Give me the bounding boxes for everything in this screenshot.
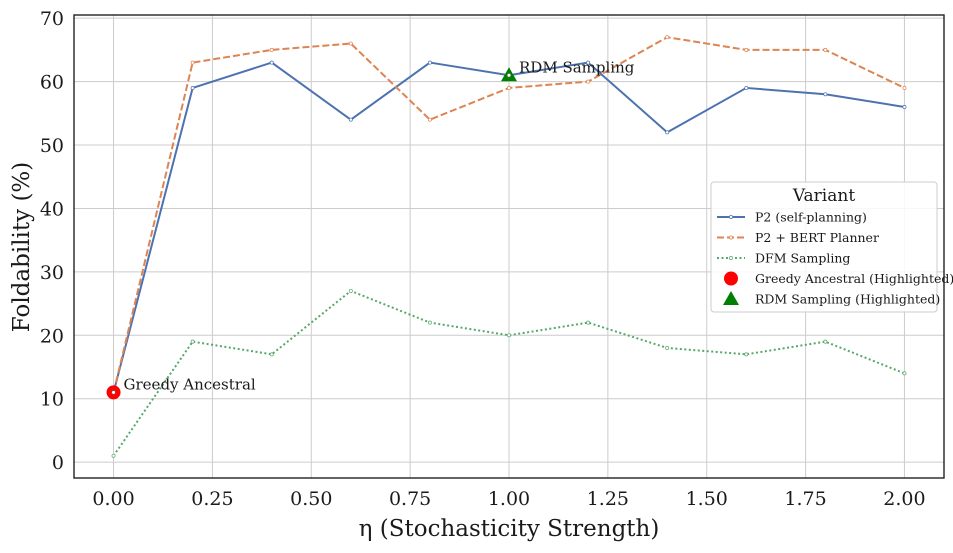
series-point (823, 47, 828, 52)
series-point (269, 47, 274, 52)
series-point (902, 85, 907, 90)
y-tick-label: 60 (40, 72, 64, 94)
series-point (744, 352, 749, 357)
series-point (665, 35, 670, 40)
y-tick-label: 20 (40, 325, 64, 347)
x-tick-label: 0.25 (191, 488, 233, 510)
series-point (427, 117, 432, 122)
plot-frame (73, 14, 945, 479)
x-tick-label: 0.50 (290, 488, 332, 510)
y-axis-label: Foldability (%) (9, 162, 35, 332)
legend-swatch-point (729, 256, 733, 260)
series-point (190, 60, 195, 65)
legend-title: Variant (792, 186, 855, 206)
series-point (665, 130, 670, 135)
series-point (902, 105, 907, 109)
series-point (902, 371, 907, 376)
series-point (427, 320, 432, 325)
y-tick-label: 0 (52, 452, 64, 474)
x-tick-label: 1.50 (686, 488, 728, 510)
series-point (111, 453, 116, 458)
highlight-center-dot (111, 390, 116, 395)
x-tick-label: 1.25 (587, 488, 629, 510)
x-tick-label: 0.00 (92, 488, 134, 510)
legend-greedy-marker (724, 271, 738, 286)
legend-label-highlight-2: RDM Sampling (Highlighted) (755, 292, 940, 307)
y-tick-label: 70 (40, 8, 64, 30)
series-point (744, 85, 749, 90)
annotation-1: Greedy Ancestral (124, 375, 256, 393)
y-tick-label: 30 (40, 262, 64, 284)
legend-label-highlight-1: Greedy Ancestral (Highlighted) (755, 271, 953, 286)
legend-rdm-marker (723, 291, 739, 305)
ticks: 0.00 0.25 0.50 0.75 1.00 1.25 1.50 1.75 2.00 0 10 2… (40, 8, 926, 510)
series-point (190, 85, 195, 90)
series-point (348, 41, 353, 46)
annotation-layer: Greedy Ancestral RDM Sampling (124, 58, 635, 393)
annotation-2: RDM Sampling (519, 58, 635, 76)
x-tick-label: 1.75 (784, 488, 826, 510)
series-point (744, 47, 749, 52)
series-point (348, 288, 353, 293)
x-tick-label: 2.00 (883, 488, 925, 510)
series-point (823, 92, 828, 97)
series-point (507, 85, 511, 90)
y-tick-label: 10 (40, 389, 64, 411)
series-point (190, 339, 195, 344)
series-point (348, 117, 353, 122)
legend: Variant P2 (self-planning) P2 + BERT Plann… (710, 181, 953, 313)
y-tick-label: 50 (40, 135, 64, 157)
series-point (823, 339, 828, 344)
x-axis-label: η (Stochasticity Strength) (359, 516, 660, 542)
legend-swatch-point (729, 235, 733, 240)
x-tick-label: 1.00 (488, 488, 530, 510)
series-point (586, 320, 591, 325)
highlight-layer (106, 67, 517, 400)
legend-label-2: P2 + BERT Planner (755, 230, 879, 245)
y-tick-label: 40 (40, 198, 64, 220)
x-tick-label: 0.75 (389, 488, 431, 510)
legend-label-1: P2 (self-planning) (755, 210, 867, 225)
legend-swatch-point (729, 215, 733, 219)
series-point (269, 60, 274, 65)
highlight-center-dot (506, 73, 512, 78)
series-point (586, 60, 591, 65)
series-point (269, 352, 274, 357)
series-point (665, 346, 670, 350)
series-point (507, 333, 511, 338)
series-point (427, 60, 432, 65)
legend-box (710, 181, 938, 313)
legend-label-3: DFM Sampling (755, 251, 850, 266)
series-point (586, 79, 591, 84)
